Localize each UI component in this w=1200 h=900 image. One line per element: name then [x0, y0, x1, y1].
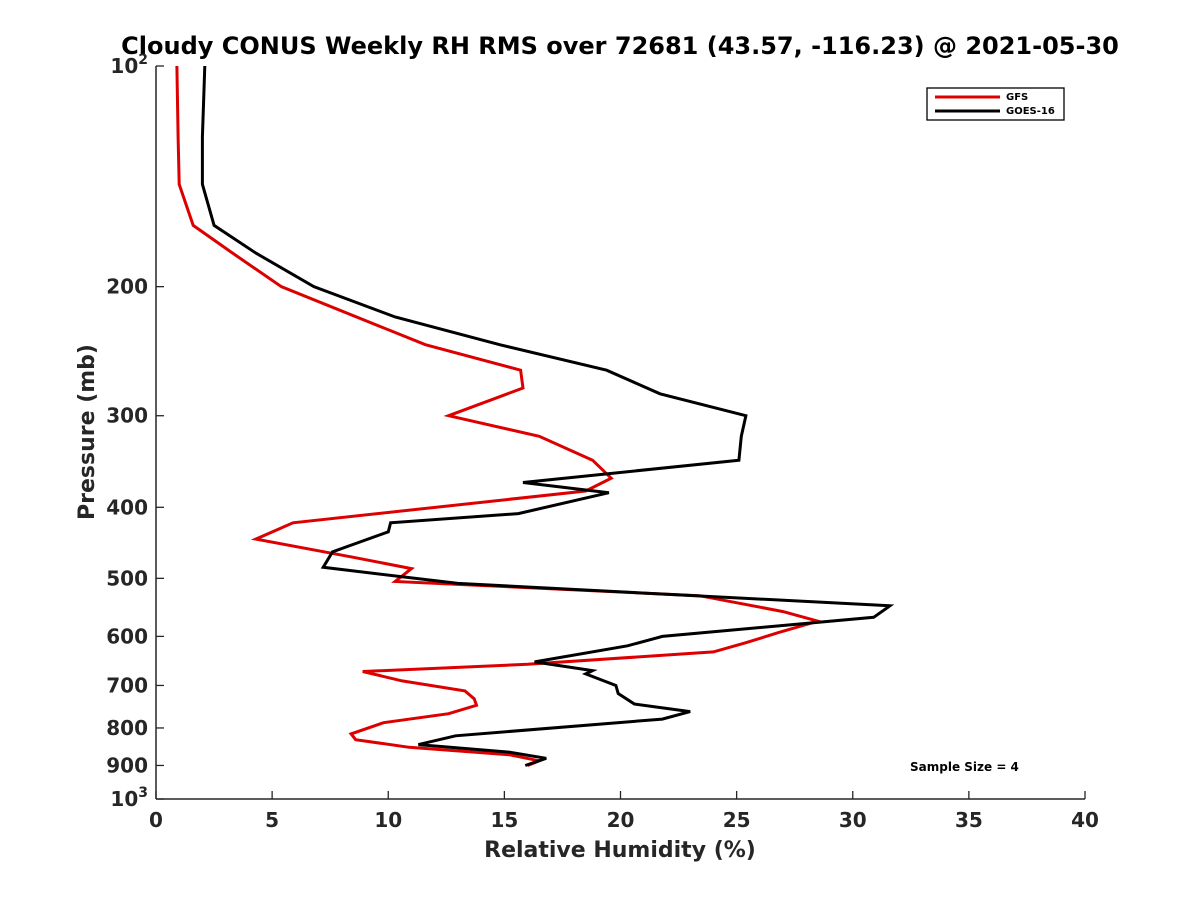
x-tick-label: 0 — [149, 808, 163, 832]
y-tick-label: 600 — [106, 624, 148, 648]
series-layer — [175, 65, 895, 767]
y-tick-label: 500 — [106, 566, 148, 590]
y-tick-label: 102 — [110, 52, 148, 78]
legend-label-goes16: GOES-16 — [1006, 106, 1055, 117]
chart-title: Cloudy CONUS Weekly RH RMS over 72681 (4… — [121, 32, 1119, 60]
plot-area — [155, 65, 1085, 800]
x-ticks: 0 5 10 15 20 25 30 35 40 — [149, 791, 1099, 832]
y-ticks: 102 200 300 400 500 600 700 800 900 103 — [106, 52, 164, 811]
x-tick-label: 10 — [374, 808, 402, 832]
series-line-goes16 — [200, 65, 895, 767]
x-tick-label: 25 — [723, 808, 751, 832]
y-axis-label: Pressure (mb) — [75, 344, 100, 520]
y-tick-label: 200 — [106, 275, 148, 299]
x-tick-label: 15 — [490, 808, 518, 832]
x-axis-label: Relative Humidity (%) — [484, 838, 756, 863]
y-tick-label: 900 — [106, 753, 148, 777]
y-tick-label: 300 — [106, 404, 148, 428]
legend: GFS GOES-16 — [926, 87, 1065, 121]
legend-box — [926, 87, 1065, 121]
y-tick-label: 800 — [106, 716, 148, 740]
y-tick-label: 700 — [106, 673, 148, 697]
x-tick-label: 20 — [607, 808, 635, 832]
x-tick-label: 5 — [265, 808, 279, 832]
y-tick-label: 103 — [110, 785, 148, 811]
x-tick-label: 35 — [955, 808, 983, 832]
y-tick-label: 400 — [106, 495, 148, 519]
x-tick-label: 40 — [1071, 808, 1099, 832]
legend-label-gfs: GFS — [1006, 92, 1028, 103]
sample-size-annotation: Sample Size = 4 — [910, 760, 1019, 774]
x-tick-label: 30 — [839, 808, 867, 832]
plot-background — [156, 66, 1085, 799]
